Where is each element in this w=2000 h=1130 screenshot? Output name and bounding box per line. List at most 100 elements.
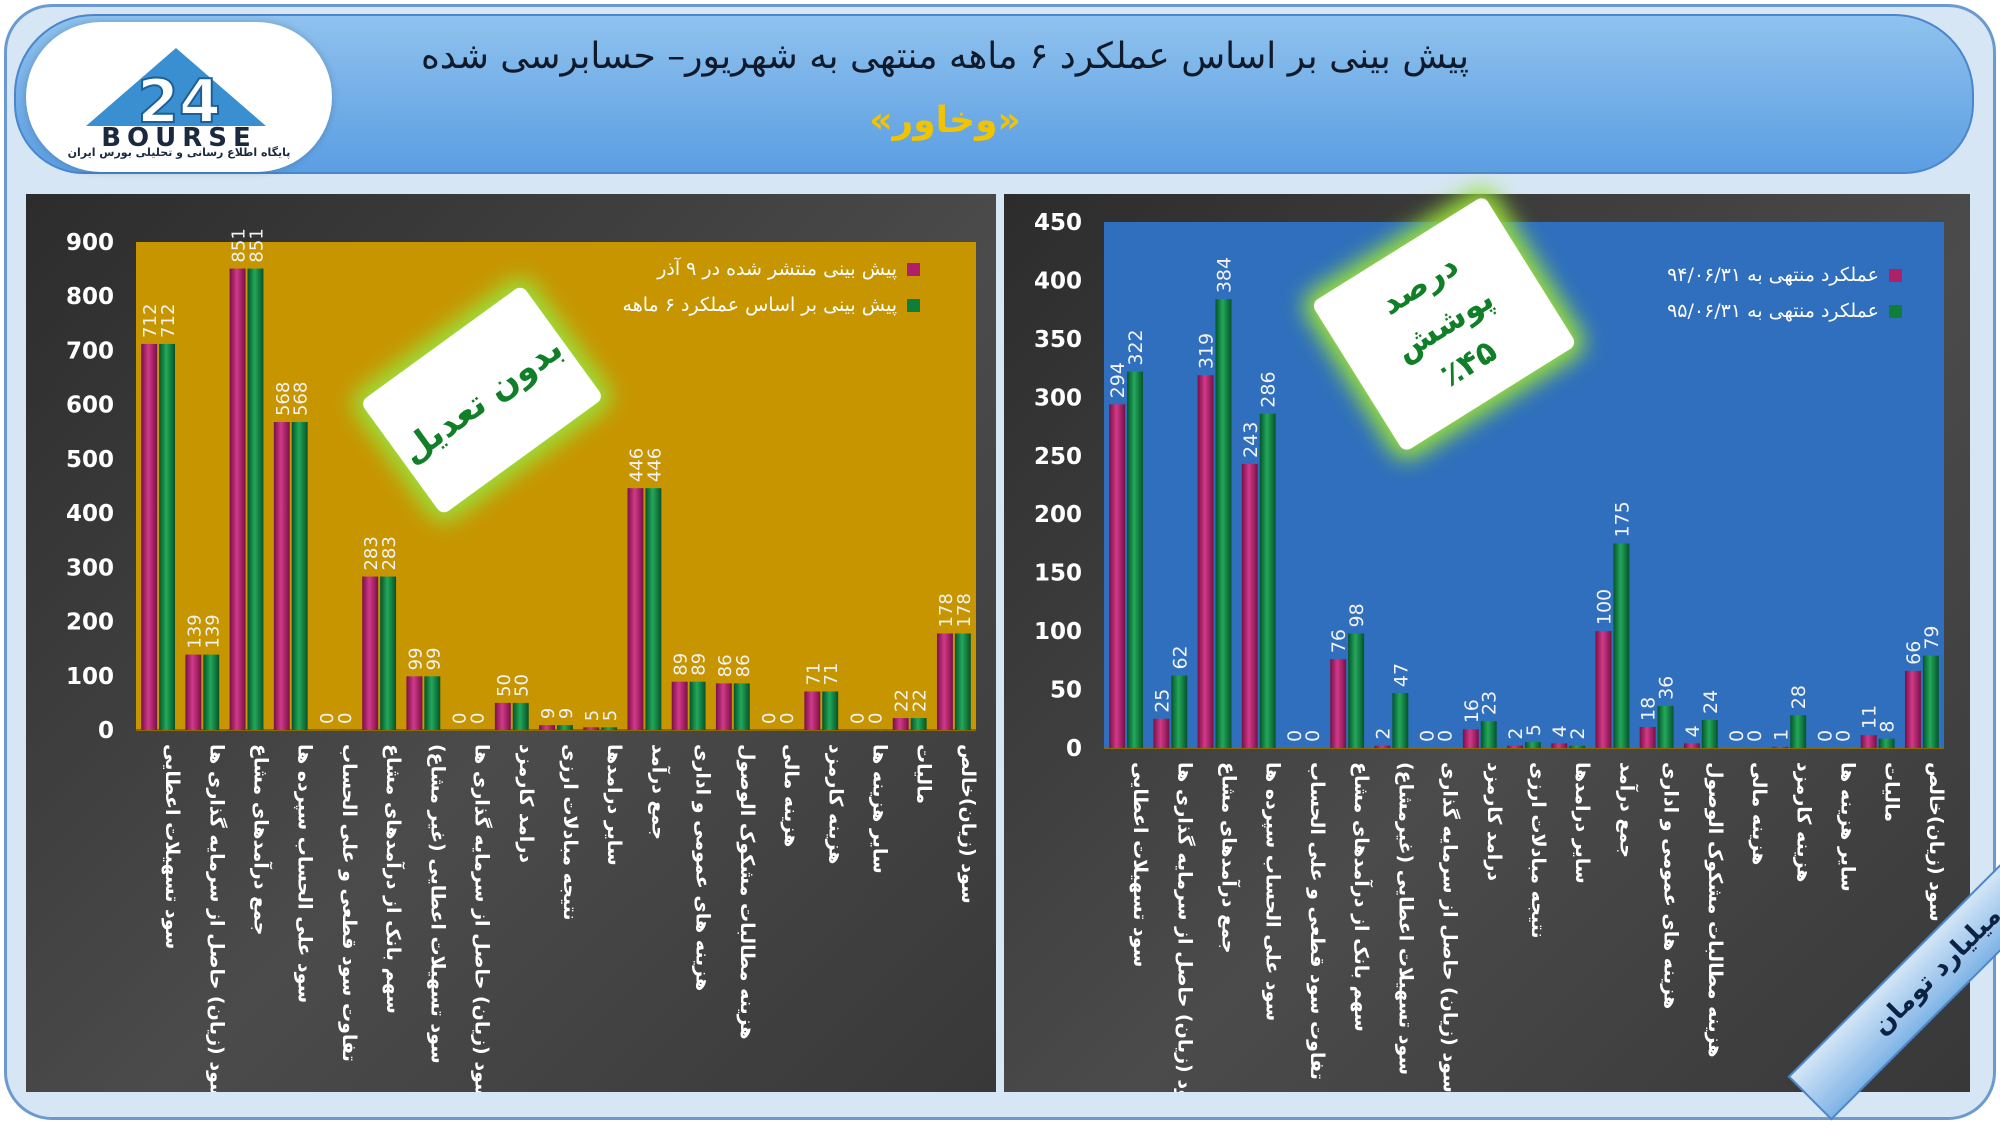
- data-label: 568: [273, 382, 294, 416]
- legend-item: عملکرد منتهی به ۹۵/۰۶/۳۱: [1667, 300, 1902, 322]
- x-category-label: تفاوت سود قطعی و علی الحساب: [1306, 762, 1328, 1080]
- bar-series-1: [1330, 659, 1347, 748]
- bar-series-1: [1507, 745, 1523, 748]
- data-label: 0: [450, 713, 471, 724]
- x-category-label: سود (زیان) حاصل از سرمایه گذاری ها: [205, 744, 228, 1092]
- legend-swatch: [1889, 268, 1902, 282]
- legend-label: عملکرد منتهی به ۹۵/۰۶/۳۱: [1667, 300, 1879, 322]
- data-label: 0: [1744, 730, 1766, 742]
- data-label: 319: [1196, 333, 1218, 369]
- x-category-label: درامد کارمزد: [1483, 762, 1505, 881]
- legend-label: عملکرد منتهی به ۹۴/۰۶/۳۱: [1667, 264, 1879, 286]
- y-tick-label: 400: [66, 501, 114, 527]
- data-label: 98: [1346, 603, 1368, 627]
- bar-series-1: [1904, 670, 1921, 748]
- x-category-label: جمع درآمد: [1615, 762, 1639, 858]
- data-label: 0: [468, 713, 489, 724]
- bar-series-2: [1525, 742, 1541, 748]
- bar-series-1: [1241, 463, 1258, 748]
- data-label: 79: [1921, 625, 1943, 649]
- bar-series-1: [1197, 375, 1214, 748]
- bar-series-2: [1171, 675, 1188, 748]
- bar-series-2: [954, 633, 971, 730]
- bar-series-2: [1215, 299, 1232, 748]
- bar-series-2: [1569, 745, 1586, 748]
- data-label: 175: [1611, 501, 1633, 537]
- x-category-label: سایر درامدها: [603, 744, 625, 866]
- x-category-label: سود (زیان) حاصل از سرمایه گذاری ها: [1173, 762, 1196, 1092]
- legend-item: پیش بینی منتشر شده در ۹ آذر: [623, 258, 920, 280]
- bar-series-1: [1109, 404, 1126, 748]
- data-label: 0: [865, 713, 886, 724]
- data-label: 11: [1859, 705, 1881, 729]
- bar-series-1: [1153, 718, 1170, 748]
- data-label: 28: [1788, 685, 1810, 709]
- data-label: 1: [1770, 729, 1792, 741]
- bar-series-2: [1392, 693, 1409, 748]
- page-title: پیش بینی بر اساس عملکرد ۶ ماهه منتهی به …: [420, 36, 1470, 77]
- bar-series-1: [1551, 743, 1568, 748]
- bar-series-2: [1127, 371, 1144, 748]
- bar-series-1: [406, 676, 423, 730]
- data-label: 283: [361, 536, 382, 570]
- data-label: 851: [229, 228, 250, 262]
- left-legend: پیش بینی منتشر شده در ۹ آذر پیش بینی بر …: [623, 258, 920, 330]
- x-category-label: نتیجه مبادلات ارزی: [1527, 762, 1549, 939]
- bar-series-1: [362, 576, 379, 730]
- x-category-label: سود (زیان)خالص: [957, 744, 979, 904]
- data-label: 0: [1284, 730, 1306, 742]
- bar-series-1: [273, 422, 290, 730]
- company-symbol: «وخاور»: [869, 100, 1021, 141]
- data-label: 0: [317, 713, 338, 724]
- legend-label: پیش بینی منتشر شده در ۹ آذر: [657, 258, 897, 280]
- x-category-label: جمع درآمد: [647, 744, 671, 840]
- data-label: 50: [512, 674, 533, 697]
- logo-graphic: 24 BOURSE: [86, 48, 266, 152]
- bar-series-2: [1878, 738, 1895, 748]
- data-label: 322: [1125, 329, 1147, 365]
- data-label: 23: [1479, 691, 1501, 715]
- x-category-label: درامد کارمزد: [515, 744, 537, 863]
- data-label: 47: [1390, 663, 1412, 687]
- right-legend: عملکرد منتهی به ۹۴/۰۶/۳۱ عملکرد منتهی به…: [1667, 264, 1902, 336]
- x-category-label: سایر هزینه ها: [868, 744, 890, 874]
- x-category-label: سایر هزینه ها: [1836, 762, 1858, 892]
- bar-series-1: [1772, 746, 1789, 748]
- x-category-label: هزینه کارمزد: [824, 744, 846, 864]
- y-tick-label: 800: [66, 284, 114, 310]
- data-label: 36: [1656, 676, 1678, 700]
- bar-series-1: [583, 727, 600, 730]
- x-category-label: نتیجه مبادلات ارزی: [559, 744, 581, 921]
- y-tick-label: 400: [1034, 268, 1082, 294]
- left-chart-panel: 0 100 200 300 400 500 600 700 800 900 712 712 سود تس…: [26, 194, 996, 1092]
- bar-series-1: [494, 702, 511, 730]
- data-label: 62: [1169, 645, 1191, 669]
- y-tick-label: 500: [66, 447, 114, 473]
- x-category-label: هزینه مطالبات مشکوک الوصول: [1704, 762, 1726, 1058]
- data-label: 851: [246, 228, 267, 262]
- data-label: 18: [1638, 697, 1660, 721]
- logo-triangle: [86, 48, 266, 126]
- data-label: 139: [202, 614, 223, 648]
- y-tick-label: 100: [1034, 619, 1082, 645]
- y-tick-label: 350: [1034, 327, 1082, 353]
- data-label: 71: [803, 663, 824, 686]
- data-label: 0: [759, 713, 780, 724]
- data-label: 2: [1505, 728, 1527, 740]
- y-tick-label: 100: [66, 664, 114, 690]
- data-label: 0: [1815, 730, 1837, 742]
- y-tick-label: 200: [1034, 502, 1082, 528]
- x-category-label: سهم بانک از درآمدهای مشاع: [1350, 762, 1374, 1032]
- x-category-label: هزینه های عمومی و اداری: [692, 744, 714, 991]
- data-label: 139: [184, 614, 205, 648]
- data-label: 0: [1726, 730, 1748, 742]
- x-category-label: هزینه کارمزد: [1792, 762, 1814, 882]
- x-category-label: سود تسهیلات اعطایی: [1129, 762, 1151, 967]
- x-category-label: سود (زیان)خالص: [1925, 762, 1947, 922]
- data-label: 446: [644, 448, 665, 482]
- logo-subtitle: پایگاه اطلاع رسانی و تحلیلی بورس ایران: [67, 146, 291, 159]
- bourse24-logo: 24 BOURSE پایگاه اطلاع رسانی و تحلیلی بو…: [26, 22, 332, 172]
- x-category-label: سود (زیان) حاصل از سرمایه گذاری: [1439, 762, 1462, 1092]
- data-label: 446: [626, 448, 647, 482]
